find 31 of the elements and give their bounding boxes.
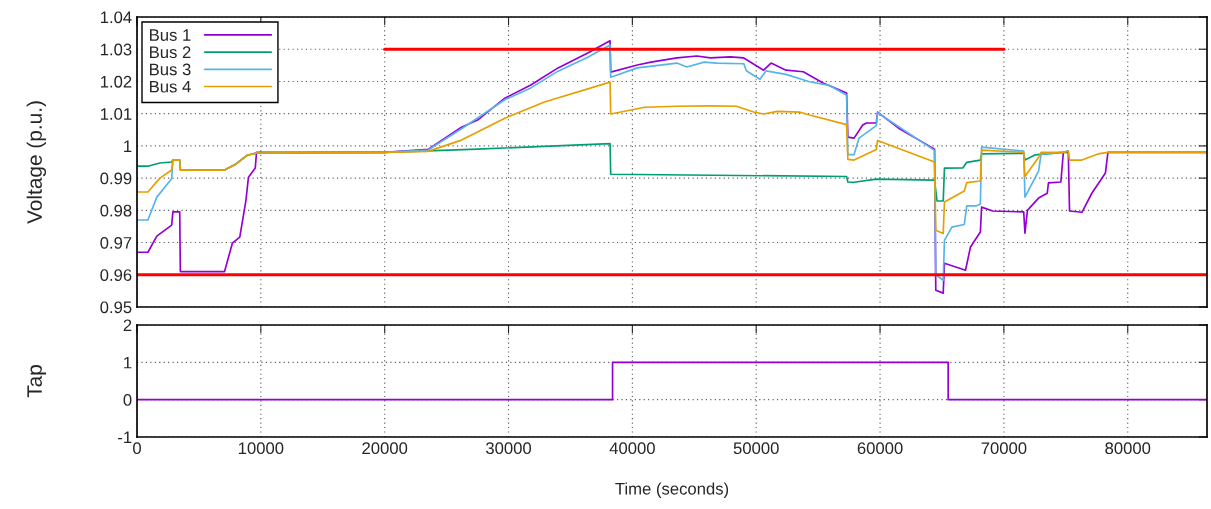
y-tick-label: 0 <box>123 394 132 406</box>
y-tick-label: 1.03 <box>100 43 132 56</box>
legend-label: Bus 2 <box>150 46 191 59</box>
x-tick-label: 0 <box>133 442 141 455</box>
y-tick-label: 1 <box>124 356 132 369</box>
y-tick-label: 1.02 <box>100 75 132 88</box>
legend-label: Bus 4 <box>150 80 191 93</box>
x-tick-label: 60000 <box>857 442 903 455</box>
legend-label: Bus 1 <box>150 29 191 41</box>
y-tick-label: 0.97 <box>100 236 132 249</box>
y-tick-label: 0.98 <box>100 204 132 217</box>
x-tick-label: 30000 <box>485 442 532 455</box>
line-series <box>137 81 1207 235</box>
y-axis-title: Tap <box>27 365 47 398</box>
x-tick-label: 70000 <box>981 442 1027 455</box>
x-tick-label: 40000 <box>609 442 655 455</box>
y-tick-label: 1 <box>124 140 132 152</box>
x-tick-label: 50000 <box>733 442 779 455</box>
y-tick-label: -1 <box>118 431 132 444</box>
y-axis-title: Voltage (p.u.) <box>26 101 47 224</box>
x-axis-title: Time (seconds) <box>615 482 729 498</box>
y-tick-label: 2 <box>123 319 132 332</box>
y-tick-label: 0.95 <box>100 301 132 314</box>
x-tick-label: 10000 <box>238 442 284 455</box>
y-tick-label: 1.04 <box>100 11 132 24</box>
y-tick-label: 0.99 <box>100 172 132 185</box>
legend-label: Bus 3 <box>150 63 191 76</box>
x-tick-label: 80000 <box>1105 442 1151 455</box>
y-tick-label: 0.96 <box>100 269 132 281</box>
y-tick-label: 1.01 <box>100 108 132 120</box>
x-tick-label: 20000 <box>362 442 408 455</box>
